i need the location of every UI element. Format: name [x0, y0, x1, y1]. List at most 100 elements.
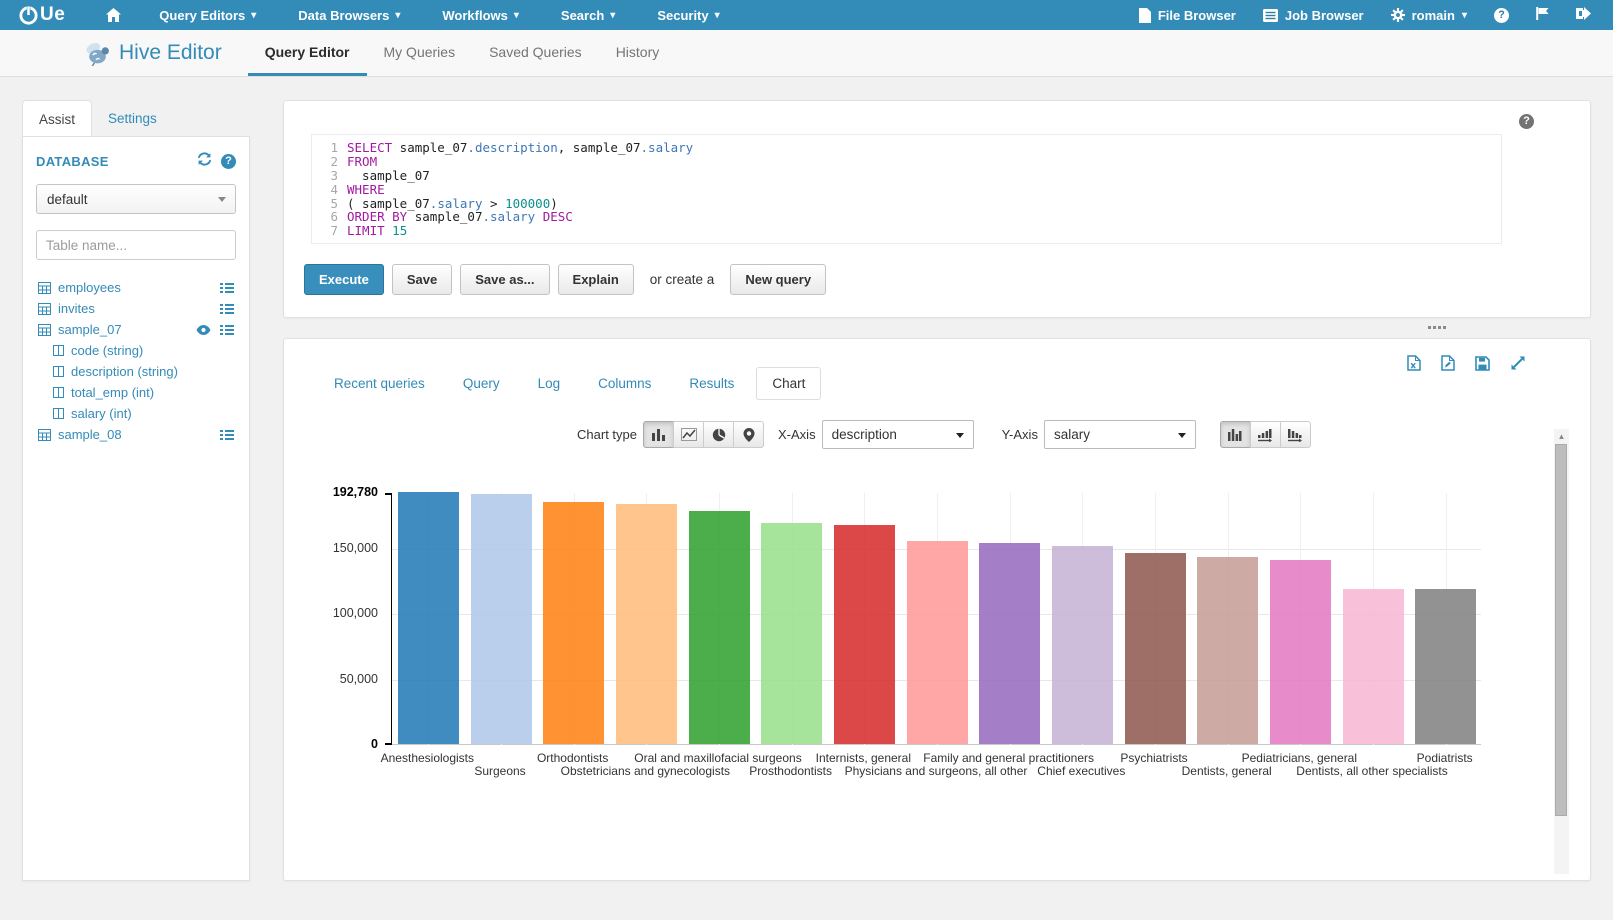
sql-token: SELECT	[347, 140, 393, 155]
y-axis-select[interactable]: salary	[1043, 420, 1196, 449]
chart-type-map-button[interactable]	[733, 421, 765, 448]
table-icon-wrap	[38, 323, 51, 336]
editor-help-icon[interactable]: ?	[1519, 114, 1534, 129]
chart-bar-orthodontists[interactable]	[543, 501, 605, 744]
browse-data-icon-wrap[interactable]	[220, 303, 234, 315]
execute-button[interactable]: Execute	[304, 264, 384, 295]
column-icon-wrap	[53, 387, 64, 398]
file-browser-button[interactable]: File Browser	[1138, 7, 1236, 23]
scrollbar-thumb[interactable]	[1555, 444, 1567, 816]
database-help-icon[interactable]: ?	[221, 154, 236, 169]
chart-type-pie-button[interactable]	[703, 421, 735, 448]
job-browser-button[interactable]: Job Browser	[1262, 8, 1364, 23]
tab-saved-queries[interactable]: Saved Queries	[489, 43, 582, 60]
results-tab-recent-queries[interactable]: Recent queries	[334, 376, 425, 391]
save-as-button[interactable]: Save as...	[460, 264, 550, 295]
column-item-description-string[interactable]: description (string)	[36, 361, 236, 382]
chart-bar-chief-executives[interactable]	[1051, 546, 1113, 744]
sql-token: ( sample_07	[347, 195, 430, 211]
x-axis-select[interactable]: description	[821, 420, 974, 449]
chart-type-line-button[interactable]	[673, 421, 705, 448]
x-tick-label: Orthodontists	[536, 751, 609, 765]
table-item-sample-08[interactable]: sample_08	[36, 424, 236, 445]
sql-token: 100000	[505, 195, 551, 211]
refresh-button[interactable]	[197, 152, 212, 171]
chart-bar-anesthesiologists[interactable]	[397, 492, 459, 744]
sort-ascending-button[interactable]	[1249, 421, 1281, 448]
nav-menu-security[interactable]: Security ▾	[636, 0, 740, 30]
panel-resize-gap	[283, 318, 1591, 338]
column-name: code (string)	[71, 343, 144, 358]
resize-handle[interactable]	[1428, 326, 1446, 329]
app-title[interactable]: Hive Editor	[84, 30, 222, 76]
browse-data-icon-wrap[interactable]	[220, 282, 234, 294]
chart-bar-oral-and-maxillofacial-surgeons[interactable]	[688, 510, 750, 744]
y-axis-label: Y-Axis	[1001, 427, 1038, 442]
column-item-salary-int[interactable]: salary (int)	[36, 403, 236, 424]
feedback-flag-button[interactable]	[1536, 7, 1549, 23]
hue-logo[interactable]: Ue	[18, 4, 65, 26]
y-axis-min-tick	[385, 743, 392, 745]
sidebar-tab-settings[interactable]: Settings	[108, 111, 157, 126]
eye-icon-wrap[interactable]	[196, 324, 211, 335]
database-select[interactable]: default	[36, 184, 236, 214]
download-csv-button[interactable]	[1441, 355, 1455, 376]
results-tab-columns[interactable]: Columns	[598, 376, 652, 391]
explain-button[interactable]: Explain	[557, 264, 634, 295]
results-tab-chart[interactable]: Chart	[756, 367, 822, 400]
sql-token: sample_07	[347, 167, 430, 183]
browse-data-icon-wrap[interactable]	[220, 429, 234, 441]
logout-button[interactable]	[1576, 7, 1591, 23]
navbar-right: File Browser Job Browser romain ▾ ?	[1138, 7, 1599, 23]
chart-bar-internists-general[interactable]	[833, 525, 895, 744]
column-item-code-string[interactable]: code (string)	[36, 340, 236, 361]
chart-bar-surgeons[interactable]	[470, 493, 532, 744]
sort-none-button[interactable]	[1219, 421, 1251, 448]
results-tab-query[interactable]: Query	[462, 376, 500, 391]
nav-menu-search[interactable]: Search ▾	[540, 0, 636, 30]
chart-bar-psychiatrists[interactable]	[1124, 553, 1186, 744]
expand-results-button[interactable]	[1510, 355, 1526, 376]
chart-type-bars-button[interactable]	[643, 421, 675, 448]
scrollbar-up-arrow-icon[interactable]: ▲	[1557, 431, 1566, 441]
chart-bar-physicians-and-surgeons-all-other[interactable]	[906, 541, 968, 744]
download-xls-button[interactable]	[1407, 355, 1421, 376]
browse-data-icon-wrap[interactable]	[220, 324, 234, 336]
home-button[interactable]	[89, 8, 138, 22]
table-filter-input[interactable]	[36, 230, 236, 260]
save-button[interactable]: Save	[391, 264, 453, 295]
results-tab-results[interactable]: Results	[689, 376, 735, 391]
file-browser-label: File Browser	[1157, 7, 1236, 23]
column-item-total-emp-int[interactable]: total_emp (int)	[36, 382, 236, 403]
code-line: ( sample_07.salary > 100000)	[347, 195, 693, 211]
chart-bar-family-and-general-practitioners[interactable]	[979, 543, 1041, 744]
chart-bar-dentists-all-other-specialists[interactable]	[1342, 588, 1404, 744]
sql-token: sample_07	[407, 209, 483, 225]
results-tab-log[interactable]: Log	[537, 376, 561, 391]
chart-bar-podiatrists[interactable]	[1415, 589, 1477, 744]
new-query-button[interactable]: New query	[730, 264, 827, 295]
help-button[interactable]: ?	[1494, 7, 1509, 23]
sort-descending-button[interactable]	[1279, 421, 1311, 448]
table-item-invites[interactable]: invites	[36, 298, 236, 319]
chart-scrollbar[interactable]: ▲	[1554, 429, 1569, 874]
tab-history[interactable]: History	[615, 43, 660, 60]
table-item-sample-07[interactable]: sample_07	[36, 319, 236, 340]
nav-menu-label: Search	[560, 7, 605, 23]
table-item-employees[interactable]: employees	[36, 277, 236, 298]
save-results-button[interactable]	[1475, 355, 1490, 376]
chart-bar-dentists-general[interactable]	[1197, 557, 1259, 744]
chart-bar-prosthodontists[interactable]	[761, 522, 823, 744]
sidebar-tab-assist[interactable]: Assist	[22, 100, 93, 137]
tab-my-queries[interactable]: My Queries	[383, 43, 456, 60]
chart-bar-obstetricians-and-gynecologists[interactable]	[615, 504, 677, 744]
nav-menu-data-browsers[interactable]: Data Browsers ▾	[277, 0, 421, 30]
tab-query-editor[interactable]: Query Editor	[247, 30, 367, 76]
chart-bar-pediatricians-general[interactable]	[1269, 560, 1331, 744]
sql-token: sample_07	[392, 140, 468, 155]
nav-menu-query-editors[interactable]: Query Editors ▾	[138, 0, 277, 30]
user-menu[interactable]: romain ▾	[1390, 8, 1467, 23]
column-icon	[53, 366, 64, 377]
nav-menu-workflows[interactable]: Workflows ▾	[421, 0, 540, 30]
